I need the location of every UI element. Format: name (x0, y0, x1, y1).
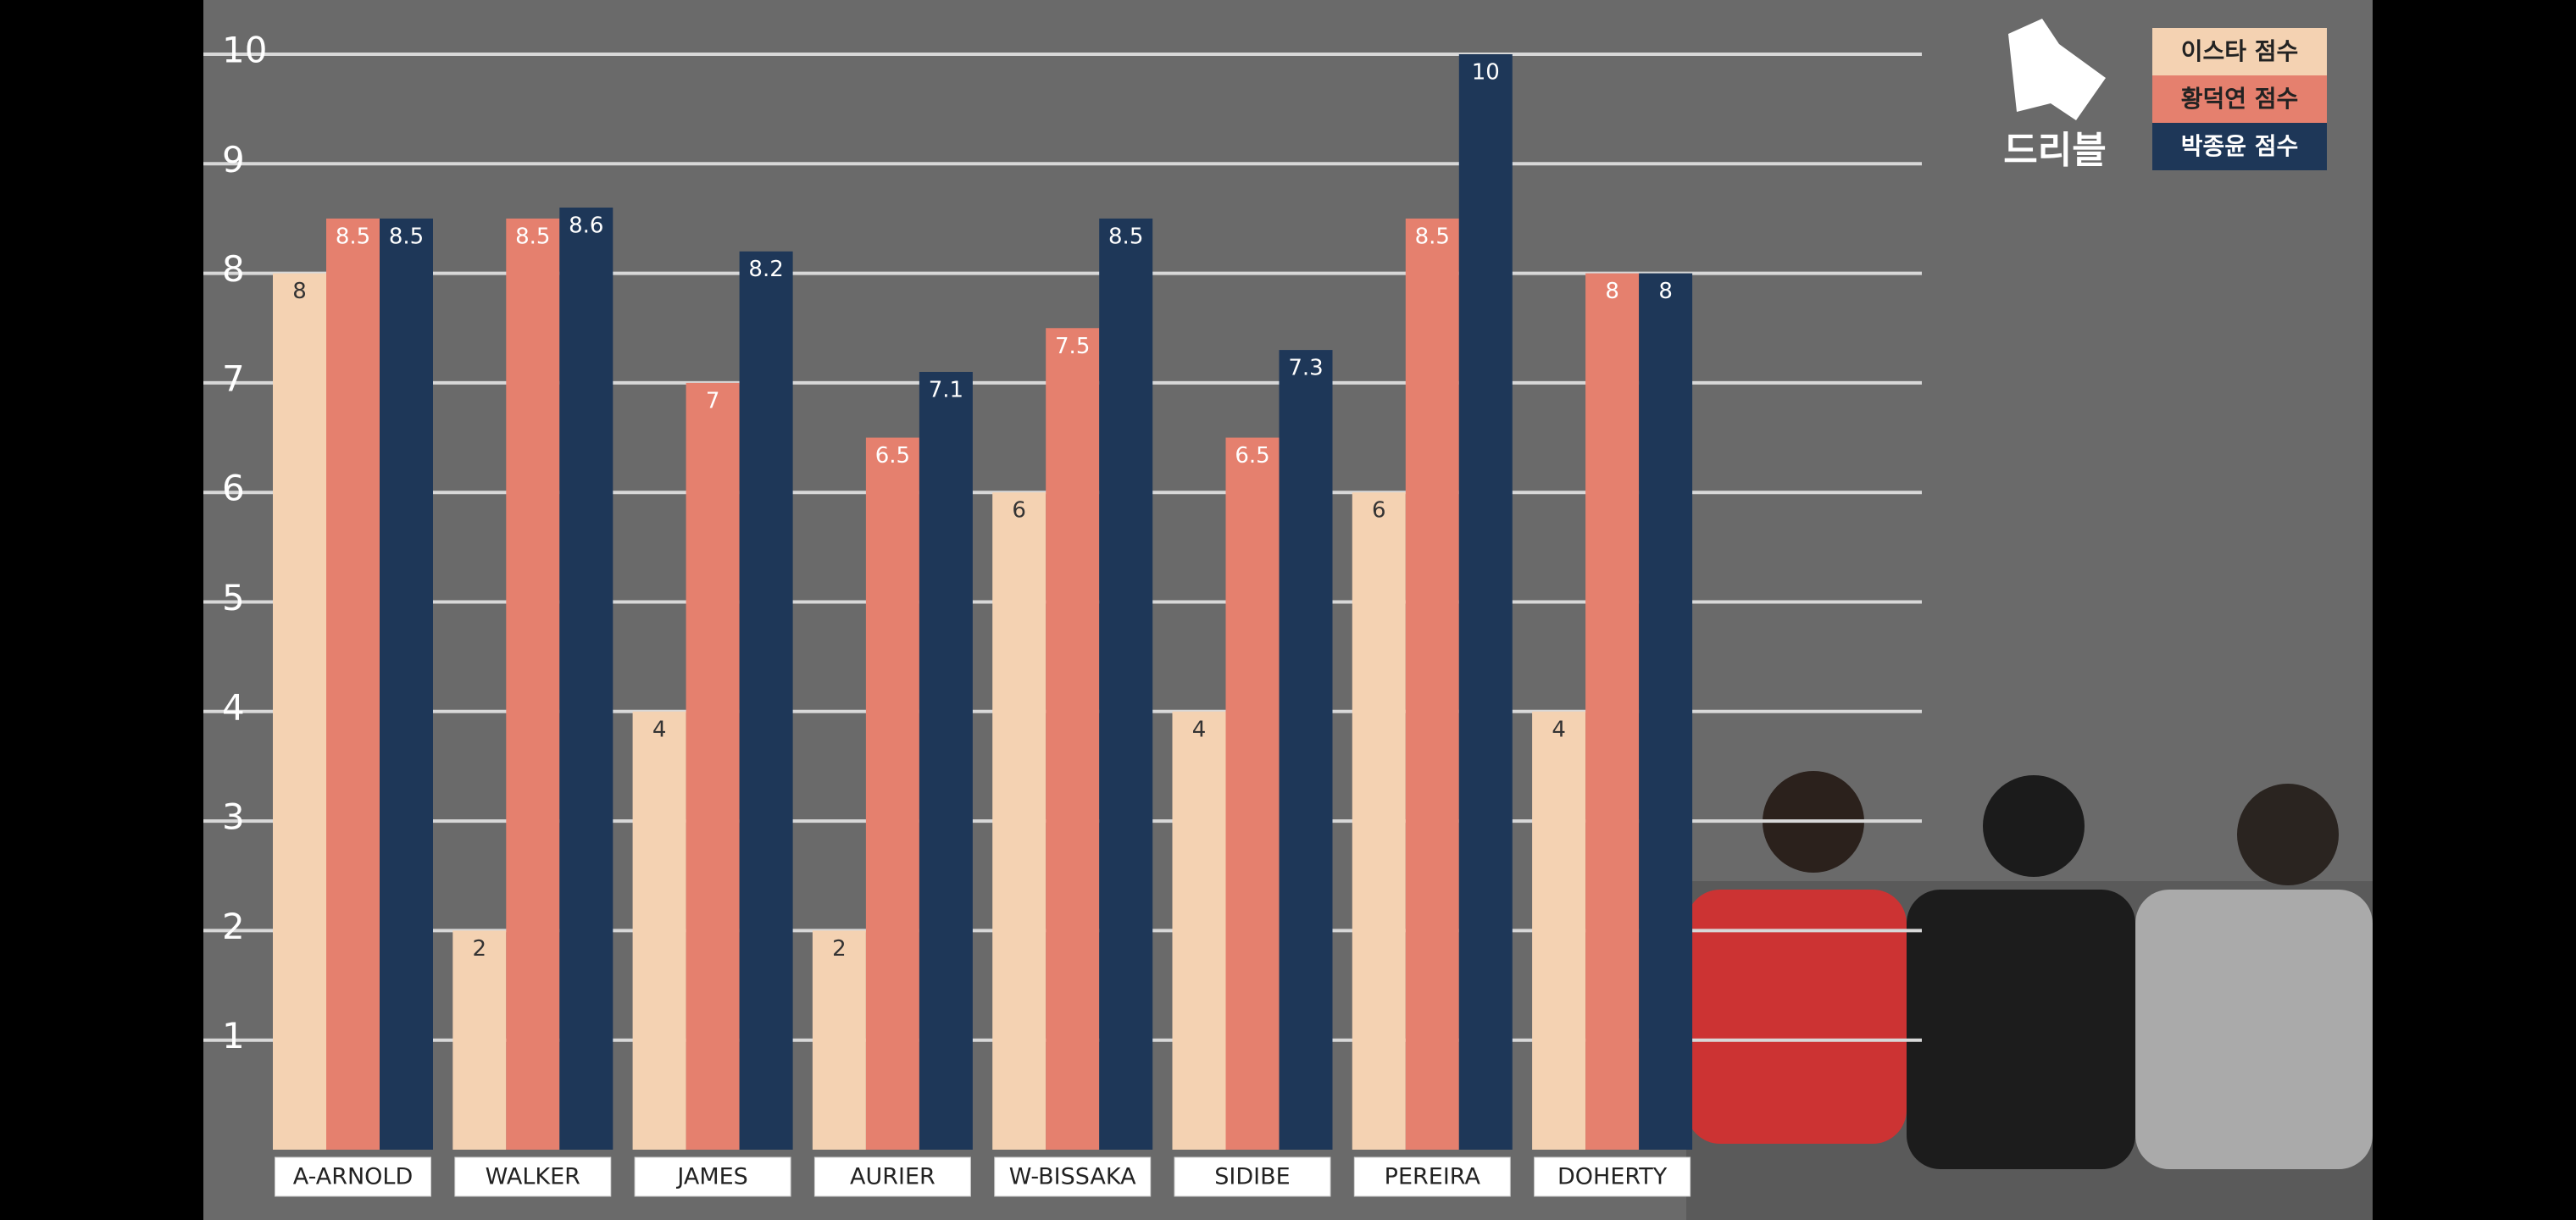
value-label: 2 (832, 936, 847, 962)
value-label: 8 (292, 279, 307, 304)
bar (992, 492, 1046, 1150)
bar (1279, 350, 1333, 1150)
label-box (275, 1156, 431, 1197)
bar (1172, 711, 1226, 1150)
person-head (1983, 775, 2085, 877)
value-label: 7.3 (1288, 356, 1323, 381)
label-box (994, 1156, 1152, 1197)
bar (812, 930, 866, 1150)
x-tick-label: A-ARNOLD (293, 1164, 414, 1190)
x-tick-label: PEREIRA (1385, 1164, 1481, 1190)
bar (865, 437, 919, 1150)
label-box (1174, 1156, 1331, 1197)
bar (1585, 273, 1640, 1151)
value-label: 8.5 (1108, 224, 1143, 249)
value-label: 2 (473, 936, 487, 962)
person-body (2135, 890, 2373, 1169)
value-label: 8 (1658, 279, 1673, 304)
value-label: 8.6 (569, 214, 603, 239)
value-label: 8.5 (336, 224, 370, 249)
label-box (813, 1156, 971, 1197)
bar (1458, 54, 1513, 1150)
label-box (1534, 1156, 1691, 1197)
x-tick-label: JAMES (675, 1164, 747, 1190)
value-label: 6 (1372, 498, 1386, 524)
x-tick-label: W-BISSAKA (1009, 1164, 1136, 1190)
value-label: 6.5 (1235, 443, 1269, 469)
bar (326, 218, 380, 1151)
value-label: 6 (1012, 498, 1026, 524)
value-label: 8.5 (389, 224, 424, 249)
y-tick-label: 8 (222, 248, 245, 290)
value-label: 7 (706, 388, 720, 413)
value-label: 6.5 (875, 443, 910, 469)
logo: 드리블 (2003, 19, 2107, 172)
y-tick-label: 3 (222, 796, 245, 838)
bar (380, 218, 433, 1151)
bar (1352, 492, 1406, 1150)
bar (506, 218, 560, 1151)
bar (632, 711, 686, 1150)
legend-swatch (2152, 28, 2327, 75)
x-tick-label: AURIER (850, 1164, 935, 1190)
bar (686, 382, 740, 1150)
y-tick-label: 6 (222, 468, 245, 509)
bar (1046, 328, 1100, 1150)
logo-icon (2008, 19, 2106, 120)
legend-swatch (2152, 75, 2327, 123)
person-body (1686, 890, 1907, 1144)
value-label: 10 (1472, 60, 1500, 86)
value-label: 8 (1605, 279, 1619, 304)
legend-label: 박종윤 점수 (2181, 132, 2299, 160)
y-tick-label: 2 (222, 906, 245, 947)
value-label: 7.1 (929, 377, 963, 402)
bar (919, 371, 973, 1151)
person-head (2237, 784, 2339, 885)
label-box (1353, 1156, 1511, 1197)
value-label: 4 (1552, 717, 1566, 742)
bar (452, 930, 507, 1150)
value-label: 7.5 (1055, 334, 1090, 359)
value-label: 8.5 (1415, 224, 1450, 249)
y-tick-label: 4 (222, 686, 245, 728)
bar (1639, 273, 1693, 1151)
value-label: 4 (652, 717, 667, 742)
bar (1532, 711, 1586, 1150)
value-label: 4 (1192, 717, 1207, 742)
bar (273, 273, 326, 1151)
legend-swatch (2152, 123, 2327, 170)
bar (1099, 218, 1153, 1151)
presenters (1686, 771, 2373, 1220)
y-tick-label: 1 (222, 1015, 245, 1056)
person-body (1907, 890, 2135, 1169)
label-box (454, 1156, 612, 1197)
x-tick-label: DOHERTY (1557, 1164, 1668, 1190)
legend-label: 이스타 점수 (2181, 37, 2299, 65)
legend-label: 황덕연 점수 (2181, 85, 2299, 113)
label-box (634, 1156, 791, 1197)
bar (739, 251, 793, 1150)
y-tick-label: 7 (222, 358, 245, 399)
bar (1405, 218, 1459, 1151)
bar (1225, 437, 1280, 1150)
x-tick-label: SIDIBE (1214, 1164, 1290, 1190)
value-label: 8.5 (515, 224, 550, 249)
x-tick-label: WALKER (486, 1164, 580, 1190)
value-label: 8.2 (748, 257, 783, 282)
y-tick-label: 5 (222, 577, 245, 618)
y-tick-label: 10 (222, 30, 267, 71)
bar (559, 208, 613, 1150)
y-tick-label: 9 (222, 139, 245, 180)
logo-text: 드리블 (2003, 129, 2106, 172)
